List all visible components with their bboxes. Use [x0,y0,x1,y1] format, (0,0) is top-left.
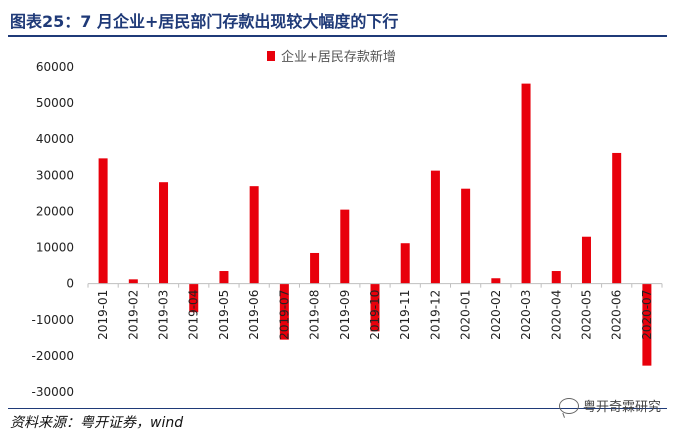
bar [370,283,380,332]
bar [340,209,350,284]
x-tick-label: 2020-06 [610,290,624,340]
y-tick-label: -10000 [31,313,74,327]
x-tick-label: 2019-09 [338,290,352,340]
y-tick-label: 20000 [36,204,74,218]
x-tick-label: 2019-07 [277,290,291,340]
x-tick-label: 2019-08 [308,290,322,340]
footer-rule [8,408,667,409]
bar [279,283,289,340]
x-tick-label: 2019-12 [428,290,442,340]
bar [400,243,410,284]
x-tick-label: 2019-06 [247,290,261,340]
bar [551,271,561,284]
x-tick-label: 2020-05 [579,290,593,340]
x-tick-label: 2019-02 [126,290,140,340]
x-tick-label: 2019-11 [398,290,412,340]
legend-label: 企业+居民存款新增 [281,49,396,65]
x-tick-label: 2019-01 [96,290,110,340]
y-tick-label: -30000 [31,385,74,399]
x-tick-label: 2019-05 [217,290,231,340]
bar [159,182,169,284]
bar [249,186,259,284]
bar [642,283,652,366]
y-tick-label: -20000 [31,349,74,363]
source-note: 资料来源：粤开证券，wind [10,415,184,431]
y-tick-label: 40000 [36,132,74,146]
bar [310,252,320,284]
x-tick-label: 2019-10 [368,290,382,340]
page-title: 图表25：7 月企业+居民部门存款出现较大幅度的下行 [10,12,399,31]
x-tick-label: 2020-04 [549,290,563,340]
x-tick-label: 2019-03 [157,290,171,340]
legend-swatch [267,51,275,61]
x-tick-label: 2020-01 [459,290,473,340]
bar [612,152,622,284]
title-rule [8,35,667,37]
bar [491,278,501,284]
y-tick-label: 50000 [36,96,74,110]
x-tick-label: 2020-02 [489,290,503,340]
y-tick-label: 10000 [36,241,74,255]
x-tick-label: 2020-03 [519,290,533,340]
wechat-icon [558,397,579,414]
bar [219,271,229,284]
bar [430,170,440,284]
bar [128,279,138,284]
bar [189,283,199,313]
bar [581,236,591,284]
bar [461,188,471,284]
watermark: 粤开奇霖研究 [558,396,661,415]
y-tick-label: 30000 [36,168,74,182]
bar [521,83,531,284]
bar [98,158,108,284]
watermark-text: 粤开奇霖研究 [582,400,661,415]
y-tick-label: 0 [66,277,74,291]
x-tick-label: 2019-04 [187,290,201,340]
x-tick-label: 2020-07 [640,290,654,340]
y-tick-label: 60000 [36,60,74,74]
